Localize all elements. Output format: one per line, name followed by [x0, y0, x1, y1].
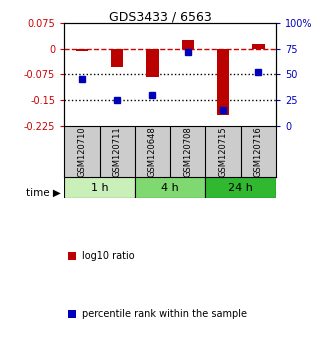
Text: GSM120648: GSM120648 [148, 126, 157, 177]
Text: GDS3433 / 6563: GDS3433 / 6563 [109, 11, 212, 24]
Bar [68, 310, 76, 318]
Text: time ▶: time ▶ [26, 188, 61, 198]
Bar [64, 177, 135, 198]
Text: 4 h: 4 h [161, 183, 179, 193]
Bar [111, 49, 123, 67]
Text: log10 ratio: log10 ratio [82, 251, 135, 261]
Text: 24 h: 24 h [228, 183, 253, 193]
Text: GSM120708: GSM120708 [183, 126, 192, 177]
Text: GSM120711: GSM120711 [113, 126, 122, 177]
Text: GSM120710: GSM120710 [77, 126, 86, 177]
Bar [76, 49, 88, 51]
Bar [252, 44, 265, 49]
Bar [146, 49, 159, 77]
Bar [135, 177, 205, 198]
Text: GSM120716: GSM120716 [254, 126, 263, 177]
Text: 1 h: 1 h [91, 183, 108, 193]
Text: GSM120715: GSM120715 [219, 126, 228, 177]
Text: percentile rank within the sample: percentile rank within the sample [82, 309, 247, 319]
Bar [205, 177, 276, 198]
Bar [182, 40, 194, 49]
Bar [68, 252, 76, 260]
Bar [217, 49, 229, 115]
